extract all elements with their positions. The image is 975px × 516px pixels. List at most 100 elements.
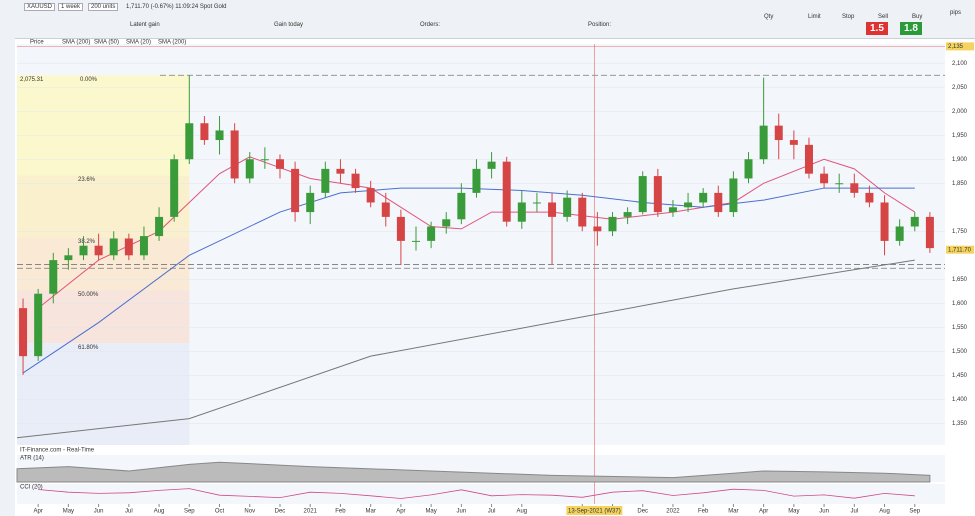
x-tick-label: Jul xyxy=(850,509,858,515)
y-tick-label: 2,100 xyxy=(952,61,968,67)
candle-body xyxy=(578,197,587,227)
y-tick-label: 1,450 xyxy=(952,373,968,379)
units[interactable]: 200 units xyxy=(88,3,119,11)
source-label: IT-Finance.com - Real-Time xyxy=(20,448,95,454)
y-tick-label: 2,000 xyxy=(952,109,968,115)
x-tick-label: Aug xyxy=(516,509,527,515)
x-tick-label: May xyxy=(425,509,436,515)
sma-line xyxy=(22,187,915,374)
candle-body xyxy=(336,168,345,174)
candle-body xyxy=(820,173,829,184)
candle-body xyxy=(835,183,844,185)
candle-body xyxy=(668,207,677,213)
candle-body xyxy=(155,216,164,237)
candle-body xyxy=(850,183,859,193)
candle-body xyxy=(487,161,496,169)
pips-label: pips xyxy=(950,10,962,16)
symbol[interactable]: XAUUSD xyxy=(24,3,56,11)
candle-body xyxy=(245,159,254,179)
x-tick-label: Jun xyxy=(819,509,829,515)
atr-area xyxy=(16,461,931,483)
x-tick-label: Nov xyxy=(244,509,255,515)
x-tick-label: Aug xyxy=(154,509,165,515)
candle-body xyxy=(442,219,451,227)
candle-body xyxy=(215,130,224,141)
fib-label: 61.80% xyxy=(78,345,99,351)
candle-body xyxy=(94,245,103,256)
candle-body xyxy=(230,130,239,179)
cci-label: CCI (20) xyxy=(20,485,43,491)
candle-body xyxy=(321,168,330,193)
candle-body xyxy=(412,240,421,242)
fib-zone xyxy=(17,343,190,445)
last-price-label: 1,711.70 xyxy=(948,247,972,253)
high-label: 2,075.31 xyxy=(20,77,44,83)
legend-entry: SMA (50) xyxy=(94,40,119,46)
y-tick-label: 1,950 xyxy=(952,133,968,139)
candle-body xyxy=(170,159,179,217)
fib-label: 50.00% xyxy=(78,292,99,298)
x-tick-label: Apr xyxy=(33,509,42,515)
side-toolbar xyxy=(0,38,15,516)
sma-line xyxy=(37,156,916,309)
legend-entry: SMA (20) xyxy=(126,40,151,46)
y-tick-label: 1,350 xyxy=(952,421,968,427)
candle-body xyxy=(925,216,934,249)
x-tick-label: Aug xyxy=(879,509,890,515)
x-tick-label: Apr xyxy=(396,509,405,515)
y-tick-label: 1,500 xyxy=(952,349,968,355)
candle-body xyxy=(34,293,43,357)
candle-body xyxy=(684,202,693,208)
x-tick-label: Oct xyxy=(215,509,225,515)
candle-body xyxy=(502,161,511,222)
candle-body xyxy=(517,202,526,222)
y-tick-label: 1,750 xyxy=(952,229,968,235)
latent-gain: Latent gain xyxy=(130,22,160,28)
candle-body xyxy=(804,144,813,174)
cci-line xyxy=(38,488,915,499)
buy-button[interactable]: 1.8 xyxy=(900,22,922,35)
toolbar: XAUUSD 1 week 200 units 1,711.70 (-0.67%… xyxy=(0,0,975,39)
candle-body xyxy=(789,140,798,145)
x-tick-label: 2021 xyxy=(304,509,318,515)
y-tick-label: 1,400 xyxy=(952,397,968,403)
candle-body xyxy=(19,308,28,357)
orders: Orders: xyxy=(420,22,441,28)
candle-body xyxy=(563,197,572,217)
interval[interactable]: 1 week xyxy=(58,3,84,11)
candle-body xyxy=(699,192,708,203)
y-tick-label: 2,050 xyxy=(952,85,968,91)
legend-entry: SMA (200) xyxy=(62,40,90,46)
candle-body xyxy=(200,123,209,141)
crosshair-tag xyxy=(566,506,623,515)
fib-zone xyxy=(17,237,190,291)
last-price-tag xyxy=(946,245,974,254)
candle-body xyxy=(79,245,88,256)
candle-body xyxy=(472,168,481,193)
candle-body xyxy=(185,123,194,160)
candle-body xyxy=(64,255,73,261)
candle-body xyxy=(124,238,133,256)
x-tick-label: Mar xyxy=(365,509,375,515)
y-tick-label: 1,600 xyxy=(952,301,968,307)
x-tick-label: Jun xyxy=(94,509,104,515)
candle-body xyxy=(532,202,541,204)
fib-label: 0.00% xyxy=(80,77,98,83)
gain-today: Gain today xyxy=(274,22,304,28)
sma-line xyxy=(16,259,915,439)
x-tick-label: May xyxy=(63,509,74,515)
candle-body xyxy=(275,159,284,169)
chart: Price SMA (200) SMA (50) SMA (20) SMA (200) 0… xyxy=(0,38,974,516)
fib-zone xyxy=(17,290,190,344)
sell-button[interactable]: 1.5 xyxy=(866,22,888,35)
x-tick-label: Dec xyxy=(637,509,648,515)
candle-body xyxy=(865,192,874,203)
candle-body xyxy=(759,125,768,160)
qty-label: Qty xyxy=(764,14,774,20)
candle-body xyxy=(548,202,557,217)
position: Position: xyxy=(588,22,612,28)
x-tick-label: Jul xyxy=(125,509,133,515)
x-tick-label: Feb xyxy=(698,509,709,515)
candle-body xyxy=(457,192,466,220)
x-tick-label: Feb xyxy=(335,509,346,515)
